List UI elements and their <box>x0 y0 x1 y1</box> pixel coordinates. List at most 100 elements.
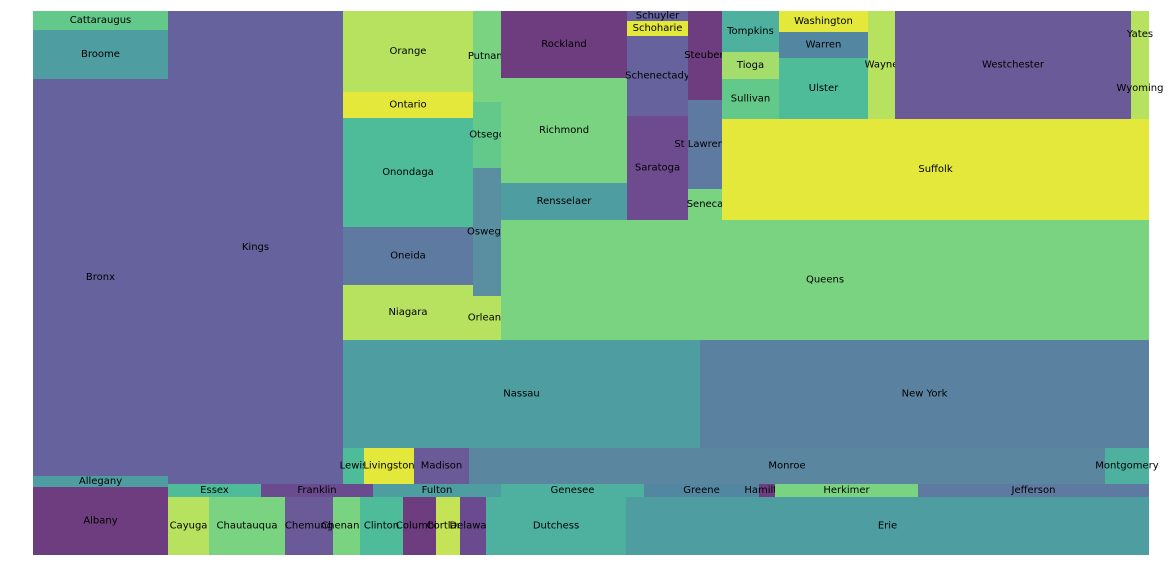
tile-label-st-lawrence: St Lawrence <box>674 139 735 150</box>
tile-label-schoharie: Schoharie <box>633 23 683 34</box>
tile-label-rockland: Rockland <box>541 39 587 50</box>
tile-seneca <box>688 189 722 220</box>
tile-rensselaer <box>501 183 627 220</box>
tile-suffolk <box>722 119 1149 220</box>
tile-ulster <box>779 58 868 119</box>
tile-st-lawrence <box>688 100 722 189</box>
tile-chautauqua <box>209 497 285 555</box>
tile-chenango <box>333 497 360 555</box>
tile-allegany <box>33 476 168 487</box>
tile-label-washington: Washington <box>794 16 853 27</box>
tile-cortland <box>436 497 460 555</box>
tile-madison <box>414 448 469 484</box>
tile-label-otsego: Otsego <box>469 130 505 141</box>
tile-label-lewis: Lewis <box>340 461 368 472</box>
tile-westchester <box>895 11 1131 119</box>
tile-label-montgomery: Montgomery <box>1095 461 1158 472</box>
tile-steuben <box>688 11 722 100</box>
tile-label-seneca: Seneca <box>687 199 724 210</box>
tile-oneida <box>343 227 473 285</box>
tile-label-albany: Albany <box>83 516 117 527</box>
tile-label-nassau: Nassau <box>503 389 540 400</box>
tile-wayne <box>868 11 895 119</box>
tile-label-kings: Kings <box>242 242 269 253</box>
tile-label-richmond: Richmond <box>539 125 589 136</box>
tile-label-warren: Warren <box>806 40 842 51</box>
tile-livingston <box>364 448 414 484</box>
tile-label-new-york: New York <box>902 389 948 400</box>
tile-label-livingston: Livingston <box>363 461 414 472</box>
tile-label-bronx: Bronx <box>86 272 115 283</box>
tile-genesee <box>501 484 644 497</box>
tile-label-westchester: Westchester <box>982 60 1045 71</box>
tile-putnam <box>473 11 501 102</box>
tile-ontario <box>343 92 473 118</box>
tile-cattaraugus <box>33 11 168 30</box>
tile-label-rensselaer: Rensselaer <box>537 196 593 207</box>
tile-label-oswego: Oswego <box>467 227 507 238</box>
tile-label-columbia: Columbia <box>396 521 443 532</box>
tile-sullivan <box>722 79 779 119</box>
tile-dutchess <box>486 497 626 555</box>
tile-schuyler <box>627 11 688 21</box>
tile-label-cortland: Cortland <box>427 521 470 532</box>
tile-label-erie: Erie <box>878 521 897 532</box>
tile-monroe <box>469 448 1105 484</box>
tile-orleans <box>473 296 501 340</box>
tile-label-cayuga: Cayuga <box>170 521 208 532</box>
tile-label-orange: Orange <box>390 46 427 57</box>
tile-erie <box>626 497 1149 555</box>
tile-label-broome: Broome <box>81 49 120 60</box>
tile-washington <box>779 11 868 32</box>
tile-label-steuben: Steuben <box>684 50 726 61</box>
tile-label-schenectady: Schenectady <box>625 71 690 82</box>
tile-greene <box>644 484 759 497</box>
tile-label-dutchess: Dutchess <box>533 521 579 532</box>
tile-label-niagara: Niagara <box>388 307 427 318</box>
tile-label-chautauqua: Chautauqua <box>217 521 278 532</box>
tile-label-chenango: Chenango <box>321 521 372 532</box>
tile-montgomery <box>1105 448 1149 484</box>
tile-tompkins <box>722 11 779 52</box>
tile-label-orleans: Orleans <box>468 313 507 324</box>
tile-label-sullivan: Sullivan <box>731 94 770 105</box>
tile-hamilton <box>759 484 775 497</box>
tile-yates <box>1131 11 1149 58</box>
tile-label-hamilton: Hamilton <box>744 485 789 496</box>
tile-label-jefferson: Jefferson <box>1011 485 1056 496</box>
tile-otsego <box>473 102 501 168</box>
tile-tioga <box>722 52 779 79</box>
tile-label-schuyler: Schuyler <box>636 11 680 22</box>
tile-label-yates: Yates <box>1126 29 1153 40</box>
tile-label-fulton: Fulton <box>422 485 453 496</box>
tile-label-ulster: Ulster <box>809 83 839 94</box>
tile-label-genesee: Genesee <box>551 485 595 496</box>
tile-saratoga <box>627 116 688 220</box>
tile-columbia <box>403 497 436 555</box>
tile-rockland <box>501 11 627 78</box>
tile-essex <box>168 484 261 497</box>
tile-franklin <box>261 484 373 497</box>
tile-label-putnam: Putnam <box>468 51 506 62</box>
tile-oswego <box>473 168 501 296</box>
tile-label-allegany: Allegany <box>79 476 122 487</box>
tile-label-clinton: Clinton <box>364 521 399 532</box>
tile-niagara <box>343 285 473 340</box>
tile-label-madison: Madison <box>421 461 463 472</box>
tile-warren <box>779 32 868 58</box>
tile-cayuga <box>168 497 209 555</box>
tile-fulton <box>373 484 501 497</box>
tile-jefferson <box>918 484 1149 497</box>
tile-orange <box>343 11 473 92</box>
tile-label-herkimer: Herkimer <box>823 485 870 496</box>
tile-schoharie <box>627 21 688 36</box>
tile-label-suffolk: Suffolk <box>918 164 952 175</box>
tile-albany <box>33 487 168 555</box>
tile-label-queens: Queens <box>806 275 844 286</box>
tile-label-oneida: Oneida <box>390 251 426 262</box>
tile-richmond <box>501 78 627 183</box>
tile-queens <box>501 220 1149 340</box>
tile-label-cattaraugus: Cattaraugus <box>70 15 132 26</box>
tile-new-york <box>700 340 1149 448</box>
tile-onondaga <box>343 118 473 227</box>
